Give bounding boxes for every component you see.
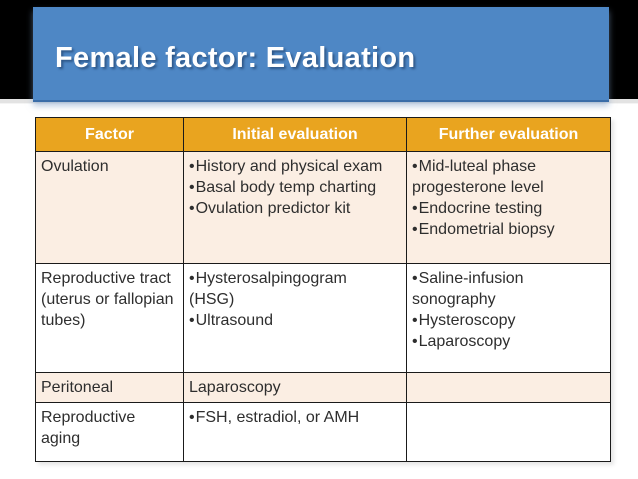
cell-factor: Reproductive tract (uterus or fallopian … xyxy=(35,263,184,373)
cell-text: Laparoscopy xyxy=(418,333,511,350)
bullet-glyph: • xyxy=(189,270,195,287)
bullet-glyph: • xyxy=(189,158,195,175)
bullet-item: •Mid-luteal phase progesterone level xyxy=(412,156,605,198)
evaluation-table: Factor Initial evaluation Further evaluati… xyxy=(35,117,611,462)
column-header-factor: Factor xyxy=(35,117,184,152)
cell-text: Peritoneal xyxy=(41,379,114,396)
text-item: Ovulation xyxy=(41,156,178,177)
cell-text: Mid-luteal phase progesterone level xyxy=(412,158,544,196)
cell-text: Hysterosalpingogram (HSG) xyxy=(189,270,347,308)
cell-factor: Reproductive aging xyxy=(35,402,184,462)
bullet-item: •Ovulation predictor kit xyxy=(189,198,401,219)
table-row: Reproductive tract (uterus or fallopian … xyxy=(35,263,611,373)
bullet-item: •Laparoscopy xyxy=(412,331,605,352)
bullet-item: •Saline-infusion sonography xyxy=(412,268,605,310)
cell-text: Endocrine testing xyxy=(418,200,543,217)
text-item: Laparoscopy xyxy=(189,377,401,398)
bullet-glyph: • xyxy=(189,409,195,426)
cell-text: History and physical exam xyxy=(195,158,383,175)
bullet-glyph: • xyxy=(412,158,418,175)
bullet-item: •Ultrasound xyxy=(189,310,401,331)
bullet-item: •FSH, estradiol, or AMH xyxy=(189,407,401,428)
table-body: Ovulation •History and physical exam •Basa… xyxy=(35,151,611,462)
bullet-item: •Hysterosalpingogram (HSG) xyxy=(189,268,401,310)
slide-title: Female factor: Evaluation xyxy=(55,42,416,74)
cell-text: FSH, estradiol, or AMH xyxy=(195,409,360,426)
cell-initial-evaluation: •History and physical exam •Basal body te… xyxy=(183,151,407,264)
column-header-initial-evaluation: Initial evaluation xyxy=(183,117,407,152)
bullet-glyph: • xyxy=(189,179,195,196)
bullet-glyph: • xyxy=(412,221,418,238)
bullet-glyph: • xyxy=(412,200,418,217)
cell-further-evaluation: •Mid-luteal phase progesterone level •End… xyxy=(406,151,611,264)
column-header-further-evaluation: Further evaluation xyxy=(406,117,611,152)
cell-factor: Peritoneal xyxy=(35,372,184,403)
cell-text: Ultrasound xyxy=(195,312,273,329)
cell-initial-evaluation: •FSH, estradiol, or AMH xyxy=(183,402,407,462)
cell-text: Reproductive aging xyxy=(41,409,136,447)
text-item: Reproductive tract (uterus or fallopian … xyxy=(41,268,178,331)
table-row: Peritoneal Laparoscopy xyxy=(35,372,611,403)
bullet-item: •Endometrial biopsy xyxy=(412,219,605,240)
table-header-row: Factor Initial evaluation Further evaluati… xyxy=(35,117,611,152)
cell-text: Endometrial biopsy xyxy=(418,221,555,238)
cell-text: Laparoscopy xyxy=(189,379,281,396)
text-item: Reproductive aging xyxy=(41,407,178,449)
bullet-glyph: • xyxy=(412,312,418,329)
bullet-item: •Basal body temp charting xyxy=(189,177,401,198)
cell-further-evaluation xyxy=(406,402,611,462)
cell-further-evaluation: •Saline-infusion sonography •Hysteroscopy… xyxy=(406,263,611,373)
cell-further-evaluation xyxy=(406,372,611,403)
bullet-item: •Hysteroscopy xyxy=(412,310,605,331)
cell-factor: Ovulation xyxy=(35,151,184,264)
table-row: Ovulation •History and physical exam •Basa… xyxy=(35,151,611,264)
title-banner: Female factor: Evaluation xyxy=(33,7,609,102)
bullet-glyph: • xyxy=(412,333,418,350)
cell-initial-evaluation: Laparoscopy xyxy=(183,372,407,403)
cell-text: Ovulation xyxy=(41,158,109,175)
cell-text: Hysteroscopy xyxy=(418,312,516,329)
table-row: Reproductive aging •FSH, estradiol, or AM… xyxy=(35,402,611,462)
cell-text: Ovulation predictor kit xyxy=(195,200,351,217)
cell-initial-evaluation: •Hysterosalpingogram (HSG) •Ultrasound xyxy=(183,263,407,373)
bullet-glyph: • xyxy=(412,270,418,287)
bullet-glyph: • xyxy=(189,200,195,217)
bullet-item: •History and physical exam xyxy=(189,156,401,177)
bullet-item: •Endocrine testing xyxy=(412,198,605,219)
text-item: Peritoneal xyxy=(41,377,178,398)
cell-text: Saline-infusion sonography xyxy=(412,270,524,308)
cell-text: Basal body temp charting xyxy=(195,179,377,196)
cell-text: Reproductive tract (uterus or fallopian … xyxy=(41,270,174,329)
bullet-glyph: • xyxy=(189,312,195,329)
